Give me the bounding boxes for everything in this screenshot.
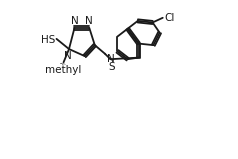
Text: N: N [64, 51, 71, 61]
Text: methyl: methyl [61, 62, 65, 64]
Text: Cl: Cl [164, 13, 175, 23]
Text: HS: HS [41, 35, 55, 45]
Text: N: N [71, 16, 78, 26]
Text: methyl: methyl [60, 63, 65, 64]
Text: methyl: methyl [45, 65, 82, 75]
Text: N: N [107, 54, 115, 64]
Text: S: S [108, 62, 114, 72]
Text: N: N [85, 16, 93, 26]
Text: methyl: methyl [62, 64, 67, 66]
